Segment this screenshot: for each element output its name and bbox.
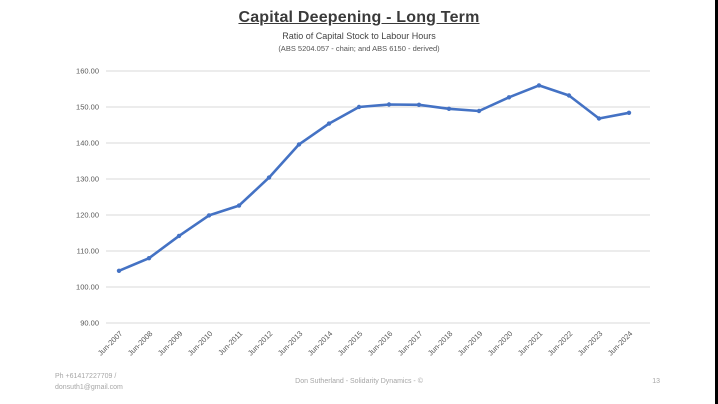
y-axis-tick-label: 90.00 [80, 319, 99, 328]
data-point-marker [266, 175, 272, 180]
data-point-marker [536, 83, 542, 88]
x-axis-tick-label: Jun-2022 [546, 329, 574, 357]
page-title: Capital Deepening - Long Term [238, 9, 480, 26]
data-point-marker [116, 268, 122, 273]
y-axis-tick-label: 120.00 [76, 211, 99, 220]
data-point-marker [236, 203, 242, 208]
x-axis-tick-label: Jun-2024 [606, 329, 634, 357]
y-axis-tick-label: 160.00 [76, 67, 99, 76]
y-axis-tick-label: 100.00 [76, 283, 99, 292]
y-axis-tick-label: 110.00 [77, 247, 99, 256]
x-axis-tick-label: Jun-2009 [156, 329, 184, 357]
y-axis-tick-label: 150.00 [76, 103, 99, 112]
data-point-marker [146, 256, 152, 261]
data-point-marker [386, 102, 392, 107]
y-axis-tick-label: 140.00 [76, 139, 99, 148]
data-series-line [117, 84, 631, 273]
y-axis-tick-label: 130.00 [76, 175, 99, 184]
x-axis-tick-label: Jun-2015 [336, 329, 364, 357]
data-point-marker [356, 104, 362, 110]
footer-contact-line1: Ph +61417227709 / [55, 373, 117, 380]
footer-contact-line2: donsuth1@gmail.com [55, 383, 123, 391]
data-point-marker [446, 106, 452, 112]
x-axis-tick-label: Jun-2016 [366, 329, 394, 357]
chart-source-note: (ABS 5204.057 - chain; and ABS 6150 - de… [278, 44, 440, 53]
window-edge-bar [715, 0, 718, 404]
data-point-marker [596, 116, 602, 121]
x-axis-tick-label: Jun-2008 [126, 329, 154, 357]
x-axis-tick-label: Jun-2023 [576, 329, 604, 357]
data-point-marker [206, 213, 212, 218]
footer-credit: Don Sutherland - Solidarity Dynamics - © [295, 378, 423, 385]
data-point-marker [626, 110, 632, 116]
x-axis-tick-label: Jun-2021 [516, 329, 544, 357]
data-point-marker [416, 102, 422, 108]
x-axis-tick-label: Jun-2017 [396, 329, 424, 357]
data-point-marker [176, 233, 182, 239]
x-axis-tick-label: Jun-2013 [276, 329, 304, 357]
data-point-marker [476, 108, 482, 114]
x-axis-tick-label: Jun-2018 [426, 329, 454, 357]
data-point-marker [566, 93, 572, 98]
data-point-marker [296, 142, 302, 147]
x-axis-tick-label: Jun-2010 [186, 329, 214, 357]
page-number: 13 [652, 378, 660, 385]
title-block: Capital Deepening - Long Term Ratio of C… [0, 9, 718, 53]
chart-subtitle: Ratio of Capital Stock to Labour Hours [282, 31, 436, 41]
x-axis-tick-label: Jun-2014 [306, 329, 334, 357]
x-axis-tick-label: Jun-2019 [456, 329, 484, 357]
data-point-marker [506, 95, 512, 100]
x-axis-tick-label: Jun-2007 [96, 329, 124, 357]
x-axis-tick-label: Jun-2011 [216, 329, 244, 357]
data-point-marker [326, 121, 332, 126]
x-axis-tick-label: Jun-2020 [486, 329, 514, 357]
footer-contact: Ph +61417227709 / donsuth1@gmail.com [55, 372, 123, 393]
x-axis-tick-label: Jun-2012 [246, 329, 274, 357]
